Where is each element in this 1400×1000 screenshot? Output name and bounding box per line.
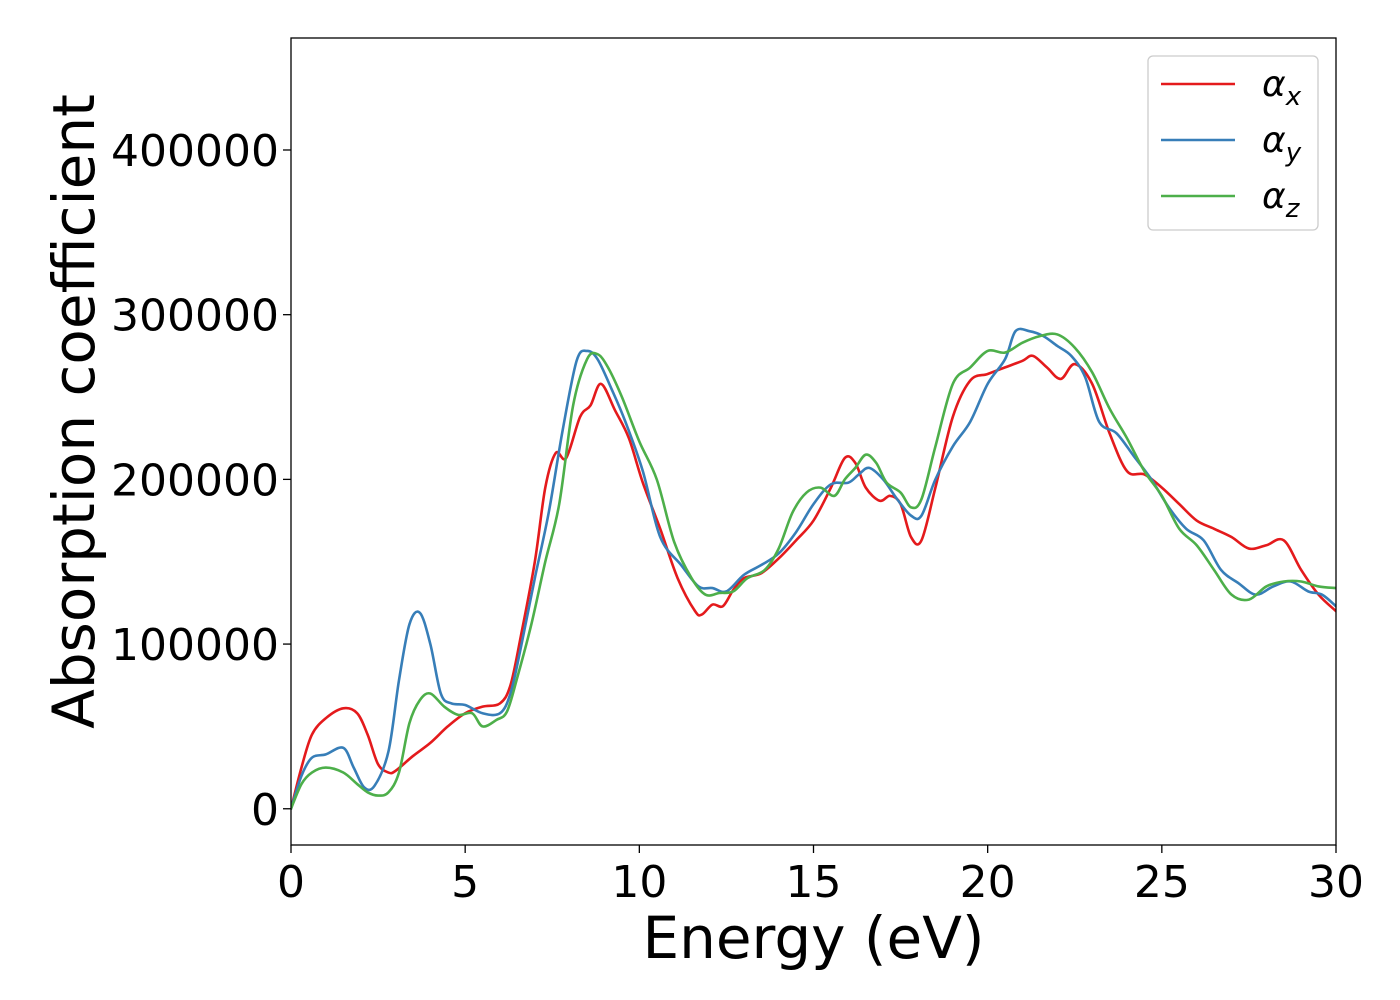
x-tick-label: 0 <box>277 857 305 908</box>
series-layer <box>291 327 1336 811</box>
legend-label: αx <box>1262 64 1302 112</box>
legend: αx αy αz <box>1147 55 1319 231</box>
y-axis-label: Absorption coefficient <box>40 94 108 729</box>
x-axis: 0 5 10 15 20 25 30 <box>277 845 1364 908</box>
x-tick-label: 10 <box>611 857 667 908</box>
series-line-alpha-z <box>291 332 1336 811</box>
x-tick-label: 30 <box>1308 857 1364 908</box>
x-tick-label: 15 <box>786 857 842 908</box>
series-line-alpha-x <box>291 354 1336 811</box>
x-tick-label: 20 <box>960 857 1016 908</box>
y-tick-label: 0 <box>251 785 279 836</box>
x-tick-label: 5 <box>451 857 479 908</box>
y-tick-label: 300000 <box>111 291 279 342</box>
legend-label: αz <box>1262 176 1301 224</box>
y-tick-label: 100000 <box>111 620 279 671</box>
y-axis: 0 100000 200000 300000 400000 <box>111 126 291 836</box>
x-axis-label: Energy (eV) <box>642 904 984 972</box>
legend-box <box>1147 55 1319 231</box>
x-tick-label: 25 <box>1134 857 1190 908</box>
series-line-alpha-y <box>291 327 1336 811</box>
legend-label: αy <box>1262 120 1302 168</box>
y-tick-label: 400000 <box>111 126 279 177</box>
y-tick-label: 200000 <box>111 455 279 506</box>
